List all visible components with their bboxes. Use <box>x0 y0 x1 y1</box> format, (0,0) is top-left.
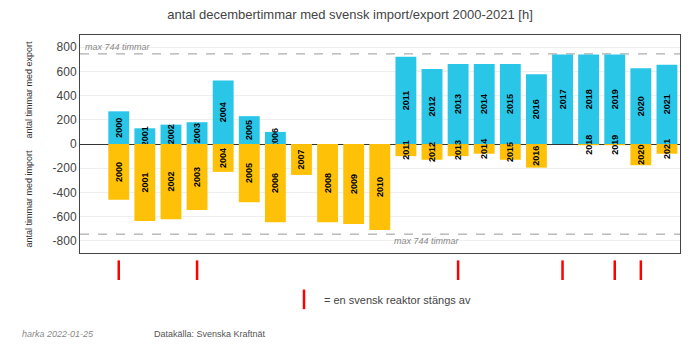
svg-text:2003: 2003 <box>192 123 202 143</box>
svg-text:400: 400 <box>57 89 77 103</box>
svg-text:600: 600 <box>57 65 77 79</box>
svg-text:2012: 2012 <box>427 96 437 116</box>
svg-text:-200: -200 <box>53 161 77 175</box>
svg-text:antal timmar med import: antal timmar med import <box>24 150 34 248</box>
svg-text:2001: 2001 <box>140 126 150 146</box>
svg-text:-400: -400 <box>53 186 77 200</box>
svg-text:2017: 2017 <box>558 89 568 109</box>
svg-text:2005: 2005 <box>244 163 254 183</box>
svg-text:2021: 2021 <box>662 94 672 114</box>
svg-text:2019: 2019 <box>610 89 620 109</box>
svg-text:0: 0 <box>70 137 77 151</box>
svg-text:2011: 2011 <box>401 91 411 111</box>
svg-text:2001: 2001 <box>140 172 150 192</box>
svg-text:2008: 2008 <box>323 173 333 193</box>
svg-text:max 744 timmar: max 744 timmar <box>85 42 151 52</box>
svg-text:2012: 2012 <box>427 142 437 162</box>
svg-text:= en svensk reaktor stängs av: = en svensk reaktor stängs av <box>324 294 471 306</box>
svg-text:2014: 2014 <box>479 139 489 159</box>
svg-text:2005: 2005 <box>244 120 254 140</box>
svg-text:-600: -600 <box>53 210 77 224</box>
svg-text:antal timmar med export: antal timmar med export <box>24 41 34 139</box>
svg-text:2018: 2018 <box>584 135 594 155</box>
svg-text:2016: 2016 <box>531 146 541 166</box>
svg-text:2018: 2018 <box>584 89 594 109</box>
svg-text:2010: 2010 <box>375 177 385 197</box>
svg-text:2006: 2006 <box>270 173 280 193</box>
svg-text:2020: 2020 <box>636 96 646 116</box>
svg-text:200: 200 <box>57 113 77 127</box>
svg-text:2013: 2013 <box>453 140 463 160</box>
svg-text:2020: 2020 <box>636 145 646 165</box>
svg-text:2016: 2016 <box>531 99 541 119</box>
svg-text:2004: 2004 <box>218 148 228 168</box>
svg-text:2000: 2000 <box>114 162 124 182</box>
svg-text:2006: 2006 <box>270 128 280 148</box>
svg-text:max 744 timmar: max 744 timmar <box>394 236 460 246</box>
svg-text:2015: 2015 <box>505 142 515 162</box>
svg-text:harka 2022-01-25: harka 2022-01-25 <box>22 329 94 339</box>
svg-text:2011: 2011 <box>401 140 411 160</box>
svg-text:2002: 2002 <box>166 172 176 192</box>
svg-text:Datakälla: Svenska Kraftnät: Datakälla: Svenska Kraftnät <box>154 329 266 339</box>
svg-text:2009: 2009 <box>349 174 359 194</box>
svg-text:2013: 2013 <box>453 94 463 114</box>
svg-text:antal decembertimmar med svens: antal decembertimmar med svensk import/e… <box>167 7 533 22</box>
svg-text:800: 800 <box>57 40 77 54</box>
svg-text:2019: 2019 <box>610 135 620 155</box>
svg-text:-800: -800 <box>53 234 77 248</box>
svg-text:2014: 2014 <box>479 94 489 114</box>
svg-text:2002: 2002 <box>166 124 176 144</box>
svg-text:2015: 2015 <box>505 94 515 114</box>
svg-text:2000: 2000 <box>114 118 124 138</box>
svg-text:2003: 2003 <box>192 167 202 187</box>
svg-text:2007: 2007 <box>296 149 306 169</box>
svg-text:2004: 2004 <box>218 102 228 122</box>
svg-text:2021: 2021 <box>662 139 672 159</box>
